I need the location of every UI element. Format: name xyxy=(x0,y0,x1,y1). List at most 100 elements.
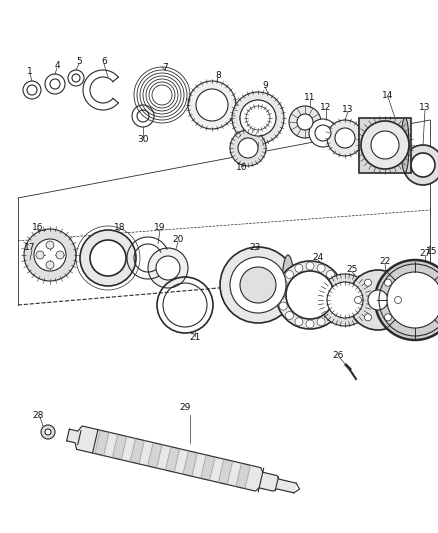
Circle shape xyxy=(240,267,276,303)
Circle shape xyxy=(403,145,438,185)
Circle shape xyxy=(279,302,287,310)
Circle shape xyxy=(295,318,303,326)
Circle shape xyxy=(387,272,438,328)
Text: 24: 24 xyxy=(312,254,324,262)
Text: 30: 30 xyxy=(137,135,149,144)
Circle shape xyxy=(230,130,266,166)
Circle shape xyxy=(333,302,341,310)
Text: 13: 13 xyxy=(419,103,431,112)
Text: 18: 18 xyxy=(114,223,126,232)
Circle shape xyxy=(295,264,303,272)
Text: 14: 14 xyxy=(382,91,394,100)
Circle shape xyxy=(364,314,371,321)
Circle shape xyxy=(240,100,276,136)
Circle shape xyxy=(132,105,154,127)
Polygon shape xyxy=(201,455,215,480)
Circle shape xyxy=(317,264,325,272)
Ellipse shape xyxy=(401,117,409,173)
Circle shape xyxy=(45,429,51,435)
Text: 21: 21 xyxy=(189,334,201,343)
Text: 5: 5 xyxy=(76,58,82,67)
Circle shape xyxy=(27,85,37,95)
Circle shape xyxy=(277,291,285,299)
Circle shape xyxy=(335,291,343,299)
Polygon shape xyxy=(236,463,250,489)
Text: 26: 26 xyxy=(332,351,344,359)
Circle shape xyxy=(286,271,334,319)
Circle shape xyxy=(230,257,286,313)
Circle shape xyxy=(315,125,331,141)
Circle shape xyxy=(220,247,296,323)
Circle shape xyxy=(286,270,293,279)
Circle shape xyxy=(289,106,321,138)
Circle shape xyxy=(148,248,188,288)
Text: 4: 4 xyxy=(54,61,60,70)
Circle shape xyxy=(240,100,276,136)
Circle shape xyxy=(34,239,66,271)
Circle shape xyxy=(137,110,149,122)
Circle shape xyxy=(309,119,337,147)
Circle shape xyxy=(80,230,136,286)
Text: 15: 15 xyxy=(426,247,438,256)
Text: 10: 10 xyxy=(236,164,248,173)
Text: 20: 20 xyxy=(172,236,184,245)
Circle shape xyxy=(319,274,371,326)
Circle shape xyxy=(36,251,44,259)
Text: 12: 12 xyxy=(320,103,332,112)
Circle shape xyxy=(286,311,293,319)
Polygon shape xyxy=(113,434,127,460)
Circle shape xyxy=(45,74,65,94)
Circle shape xyxy=(411,153,435,177)
Circle shape xyxy=(327,120,363,156)
Text: 19: 19 xyxy=(154,223,166,232)
Circle shape xyxy=(90,240,126,276)
Circle shape xyxy=(50,79,60,89)
Polygon shape xyxy=(166,447,180,472)
Text: 22: 22 xyxy=(379,257,391,266)
Text: 23: 23 xyxy=(249,244,261,253)
Circle shape xyxy=(306,262,314,270)
Circle shape xyxy=(395,296,402,303)
Text: 1: 1 xyxy=(27,68,33,77)
Circle shape xyxy=(46,261,54,269)
Text: 29: 29 xyxy=(179,403,191,413)
Circle shape xyxy=(41,425,55,439)
Circle shape xyxy=(368,290,388,310)
Circle shape xyxy=(327,282,363,318)
Polygon shape xyxy=(148,442,162,468)
Text: 11: 11 xyxy=(304,93,316,102)
Text: 9: 9 xyxy=(262,80,268,90)
Text: 28: 28 xyxy=(32,410,44,419)
Circle shape xyxy=(416,158,430,172)
Circle shape xyxy=(354,296,361,303)
Circle shape xyxy=(348,270,408,330)
Circle shape xyxy=(306,320,314,328)
Circle shape xyxy=(326,270,335,279)
Circle shape xyxy=(297,114,313,130)
Circle shape xyxy=(375,260,438,340)
Polygon shape xyxy=(95,430,109,456)
Circle shape xyxy=(276,261,344,329)
Circle shape xyxy=(317,318,325,326)
Text: 6: 6 xyxy=(101,58,107,67)
Ellipse shape xyxy=(282,255,294,315)
Circle shape xyxy=(24,229,76,281)
Text: 7: 7 xyxy=(162,63,168,72)
Text: 8: 8 xyxy=(215,70,221,79)
Text: 16: 16 xyxy=(32,223,44,232)
Polygon shape xyxy=(183,451,198,477)
Circle shape xyxy=(156,256,180,280)
Circle shape xyxy=(68,70,84,86)
Polygon shape xyxy=(67,426,296,493)
Circle shape xyxy=(188,81,236,129)
Circle shape xyxy=(238,138,258,158)
Circle shape xyxy=(246,106,270,130)
Text: 17: 17 xyxy=(24,244,36,253)
Circle shape xyxy=(385,314,392,321)
Circle shape xyxy=(196,89,228,121)
Circle shape xyxy=(46,241,54,249)
Polygon shape xyxy=(219,459,233,484)
Polygon shape xyxy=(130,439,145,464)
Text: 27: 27 xyxy=(419,248,431,257)
Circle shape xyxy=(361,121,409,169)
